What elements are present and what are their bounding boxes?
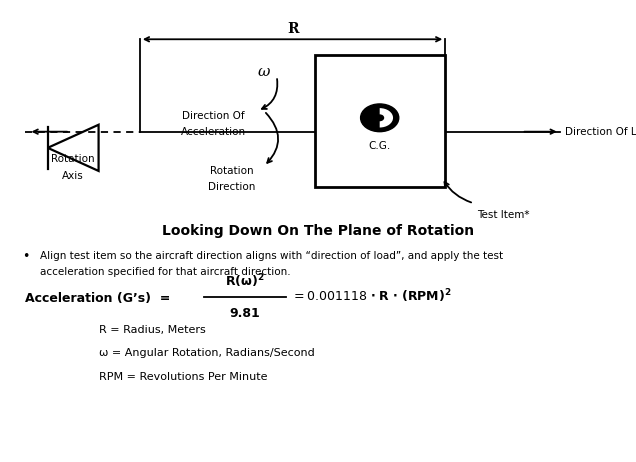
Text: •: • (22, 250, 30, 263)
Text: Rotation: Rotation (211, 166, 254, 176)
Text: Direction Of Load: Direction Of Load (565, 127, 636, 137)
Text: 9.81: 9.81 (230, 307, 260, 320)
Text: Acceleration (G’s)  =: Acceleration (G’s) = (25, 292, 171, 305)
Text: Looking Down On The Plane of Rotation: Looking Down On The Plane of Rotation (162, 224, 474, 238)
Text: $= 0.001118\ \mathbf{\cdot}\ \mathbf{R}\ \mathbf{\cdot}\ \mathbf{(RPM)^2}$: $= 0.001118\ \mathbf{\cdot}\ \mathbf{R}\… (291, 288, 452, 305)
Text: ω: ω (258, 65, 270, 79)
Text: Direction: Direction (209, 182, 256, 192)
Text: Acceleration: Acceleration (181, 127, 245, 137)
Text: Test Item*: Test Item* (477, 210, 530, 220)
Text: Axis: Axis (62, 170, 84, 181)
Text: Direction Of: Direction Of (182, 111, 244, 122)
Circle shape (376, 115, 384, 121)
Text: ω = Angular Rotation, Radians/Second: ω = Angular Rotation, Radians/Second (99, 348, 314, 359)
Text: R: R (287, 22, 298, 36)
Text: Rotation: Rotation (52, 154, 95, 164)
Text: R = Radius, Meters: R = Radius, Meters (99, 325, 205, 335)
Circle shape (361, 104, 399, 132)
Wedge shape (380, 108, 393, 128)
Text: C.G.: C.G. (369, 140, 391, 151)
Text: Align test item so the aircraft direction aligns with “direction of load”, and a: Align test item so the aircraft directio… (40, 251, 503, 261)
Bar (315, 55, 445, 187)
Text: RPM = Revolutions Per Minute: RPM = Revolutions Per Minute (99, 371, 267, 382)
Text: acceleration specified for that aircraft direction.: acceleration specified for that aircraft… (40, 267, 291, 277)
Text: $\mathbf{R(\omega)^2}$: $\mathbf{R(\omega)^2}$ (225, 273, 265, 290)
